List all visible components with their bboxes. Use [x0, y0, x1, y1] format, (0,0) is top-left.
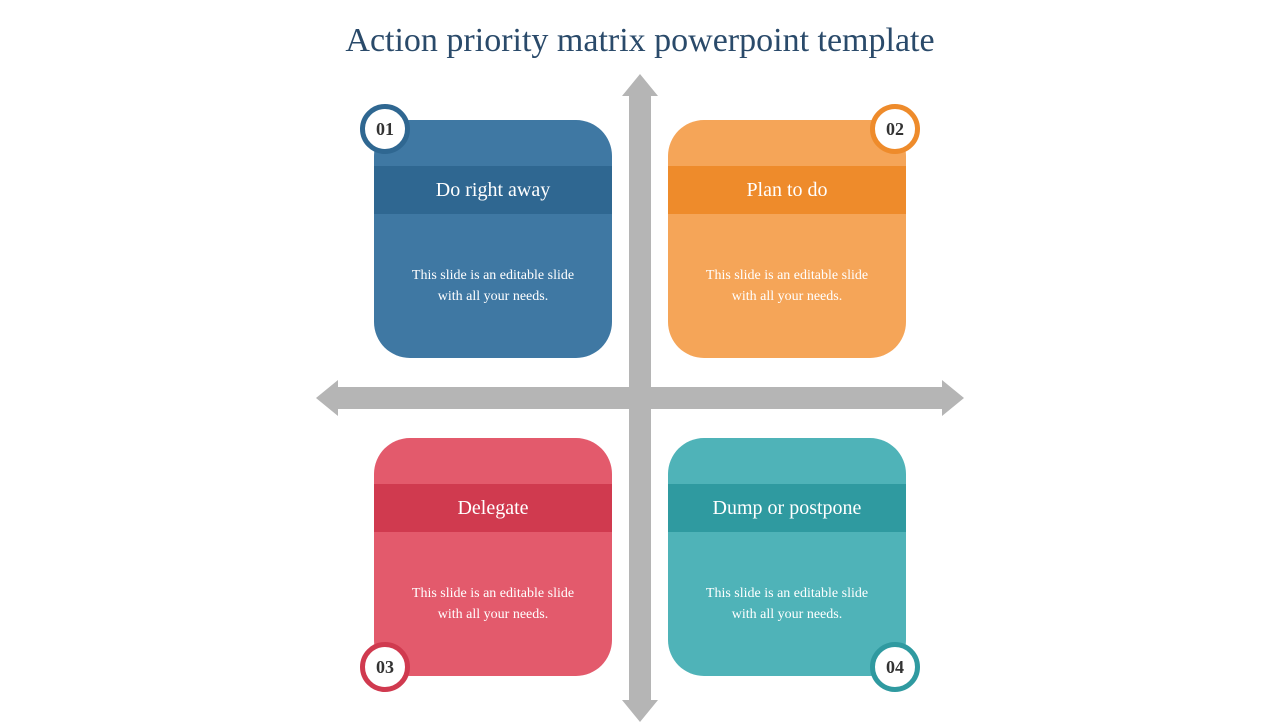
- quadrant-heading: Plan to do: [668, 166, 906, 214]
- quadrant-top-band: [374, 438, 612, 484]
- quadrant-heading: Dump or postpone: [668, 484, 906, 532]
- quadrant-body: This slide is an editable slide with all…: [374, 532, 612, 676]
- badge-02: 02: [870, 104, 920, 154]
- quadrant-top-band: [668, 438, 906, 484]
- quadrant-dump-or-postpone: Dump or postpone This slide is an editab…: [668, 438, 906, 676]
- badge-01: 01: [360, 104, 410, 154]
- quadrant-delegate: Delegate This slide is an editable slide…: [374, 438, 612, 676]
- vertical-axis-arrow: [629, 88, 651, 708]
- badge-04: 04: [870, 642, 920, 692]
- matrix-container: Do right away This slide is an editable …: [330, 88, 950, 708]
- quadrant-do-right-away: Do right away This slide is an editable …: [374, 120, 612, 358]
- quadrant-heading: Delegate: [374, 484, 612, 532]
- badge-03: 03: [360, 642, 410, 692]
- quadrant-plan-to-do: Plan to do This slide is an editable sli…: [668, 120, 906, 358]
- page-title: Action priority matrix powerpoint templa…: [0, 0, 1280, 60]
- quadrant-body: This slide is an editable slide with all…: [668, 532, 906, 676]
- quadrant-heading: Do right away: [374, 166, 612, 214]
- quadrant-body: This slide is an editable slide with all…: [374, 214, 612, 358]
- quadrant-body: This slide is an editable slide with all…: [668, 214, 906, 358]
